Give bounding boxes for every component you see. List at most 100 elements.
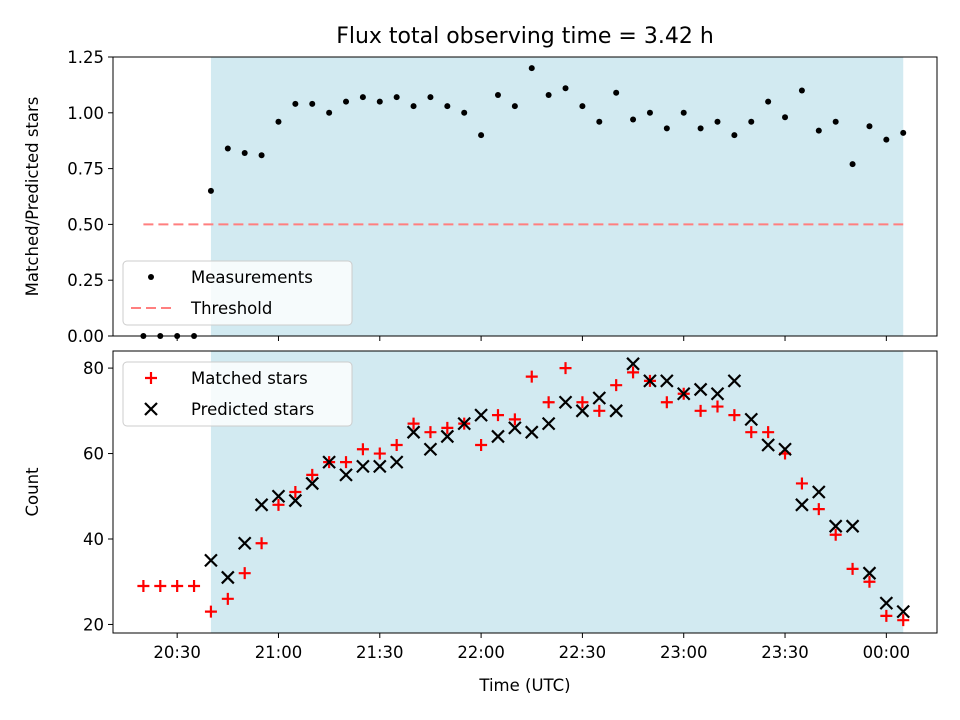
legend-matched-stars-label: Matched stars (191, 369, 308, 388)
predicted-stars-point (237, 536, 252, 551)
legend-predicted-stars-swatch (144, 402, 158, 416)
series-matched-stars (137, 362, 910, 627)
predicted-stars-point (862, 566, 877, 580)
measurements-point (714, 118, 721, 125)
legend-box (122, 260, 353, 326)
predicted-stars-point (727, 374, 742, 388)
measurements-point (343, 98, 350, 105)
predicted-stars-point (221, 570, 235, 585)
matched-stars-point (880, 609, 893, 622)
predicted-stars-point (423, 442, 438, 457)
measurements-point (528, 65, 535, 72)
measurements-point (798, 87, 805, 94)
matched-stars-point (137, 580, 150, 592)
predicted-stars-point (541, 416, 556, 431)
matched-stars-point (711, 400, 724, 413)
predicted-stars-point (828, 519, 843, 533)
matched-stars-point (508, 413, 521, 426)
predicted-stars-point (643, 374, 657, 388)
measurements-point (849, 161, 856, 168)
matched-stars-point (559, 362, 572, 375)
predicted-stars-point (254, 498, 269, 512)
plot-frame (112, 56, 938, 337)
measurements-point (900, 129, 907, 136)
predicted-stars-point (693, 382, 708, 397)
measurements-point (292, 100, 299, 107)
matched-stars-point (829, 528, 842, 541)
matched-stars-point (762, 426, 775, 439)
matched-stars-point (272, 498, 285, 511)
matched-stars-point (221, 592, 234, 605)
y-tick-label: 80 (83, 359, 104, 378)
measurements-point (832, 118, 839, 125)
measurements-point (427, 94, 434, 101)
y-tick-label: 0.25 (67, 271, 104, 290)
matched-stars-point (306, 468, 319, 481)
predicted-stars-point (761, 438, 775, 452)
predicted-stars-point (508, 421, 522, 435)
predicted-stars-point (373, 459, 387, 474)
x-tick-label: 21:00 (255, 643, 303, 662)
measurements-point (579, 103, 586, 110)
matched-stars-point (204, 605, 217, 618)
x-tick-label: 20:30 (153, 643, 201, 662)
y-tick-label: 0.75 (67, 160, 104, 179)
measurements-point (646, 109, 653, 116)
matched-stars-point (627, 366, 640, 379)
predicted-stars-point (744, 412, 759, 427)
legend-measurements-label: Measurements (191, 268, 313, 287)
measurements-point (680, 109, 687, 116)
x-tick-label: 22:30 (559, 643, 607, 662)
predicted-stars-point (558, 395, 573, 410)
matched-stars-point (863, 575, 876, 588)
legend-threshold-label: Threshold (190, 299, 272, 318)
y-tick-label: 1.25 (67, 48, 104, 67)
measurements-point (883, 136, 890, 143)
legend-predicted-stars-label: Predicted stars (191, 400, 314, 419)
predicted-stars-point (575, 404, 590, 418)
matched-stars-point (188, 580, 201, 592)
measurements-point (461, 109, 468, 116)
matched-stars-point (475, 439, 488, 451)
matched-stars-point (694, 404, 707, 417)
matched-stars-point (407, 417, 420, 430)
matched-stars-point (390, 439, 403, 451)
predicted-stars-point (896, 604, 911, 619)
predicted-stars-point (305, 476, 320, 491)
matched-stars-point (610, 379, 623, 392)
measurements-point (393, 94, 400, 101)
predicted-stars-point (474, 408, 488, 422)
predicted-stars-point (778, 442, 792, 457)
measurements-point (562, 85, 569, 92)
predicted-stars-point (204, 553, 218, 568)
predicted-stars-point (626, 357, 640, 371)
matched-stars-point (728, 409, 741, 422)
matched-stars-point (171, 580, 184, 592)
predicted-stars-point (406, 425, 421, 439)
predicted-stars-point (524, 425, 539, 439)
y-axis-label: Count (23, 467, 42, 517)
measurements-point (815, 127, 822, 134)
measurements-point (630, 116, 637, 123)
y-tick-label: 60 (83, 445, 104, 464)
chart-title: Flux total observing time = 3.42 h (336, 24, 714, 49)
matched-stars-point (660, 396, 673, 409)
measurements-point (731, 132, 738, 139)
matched-stars-point (745, 426, 758, 439)
predicted-stars-point (322, 455, 336, 469)
predicted-stars-point (491, 429, 505, 444)
matched-stars-point (424, 426, 437, 439)
predicted-stars-point (440, 429, 455, 444)
predicted-stars-point (592, 391, 607, 405)
matched-stars-point (846, 562, 859, 575)
predicted-stars-point (879, 596, 894, 610)
measurements-point (511, 103, 518, 110)
count-panel: 20 40 60 80 20:30 21:00 21:30 22:00 22:30 23:00 23… (23, 350, 938, 695)
plot-frame (112, 350, 938, 634)
measurements-point (410, 103, 417, 110)
predicted-stars-point (389, 455, 404, 469)
measurements-point (782, 114, 789, 121)
matched-stars-point (795, 477, 808, 490)
measurements-point (376, 98, 383, 105)
matched-stars-point (576, 396, 589, 409)
